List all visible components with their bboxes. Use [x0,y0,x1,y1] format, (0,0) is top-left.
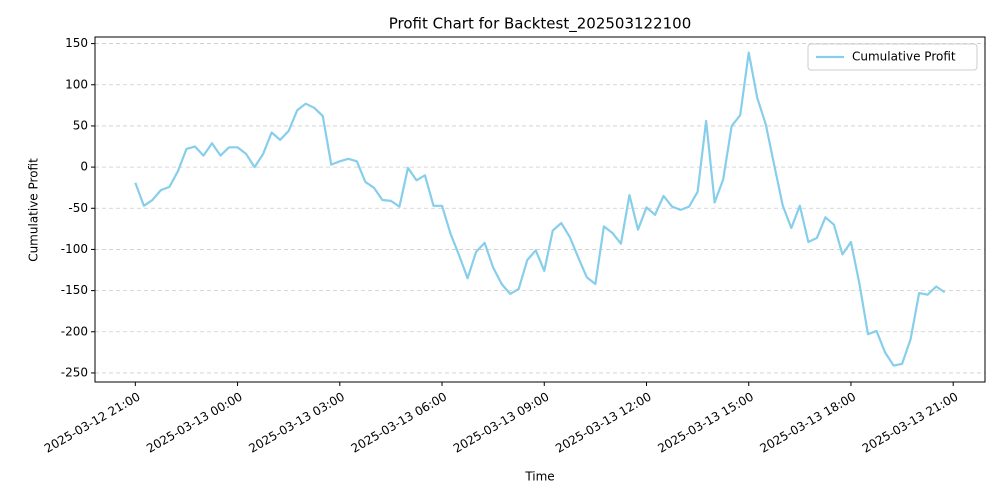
y-tick-label: -200 [61,324,88,338]
y-tick-label: 50 [73,118,88,132]
chart-title: Profit Chart for Backtest_202503122100 [389,15,692,34]
x-tick-label: 2025-03-13 12:00 [553,390,654,456]
x-tick-label: 2025-03-13 09:00 [451,390,552,456]
y-tick-label: -150 [61,283,88,297]
y-tick-label: -50 [68,201,88,215]
y-tick-label: 100 [65,77,88,91]
y-axis-label: Cumulative Profit [27,158,41,262]
x-tick-label: 2025-03-13 03:00 [246,390,347,456]
x-tick-label: 2025-03-13 06:00 [349,390,450,456]
legend-box [807,43,978,71]
y-tick-label: -250 [61,365,88,379]
x-tick-label: 2025-03-13 21:00 [860,390,961,456]
plot-frame [94,36,986,383]
x-tick-label: 2025-03-13 15:00 [655,390,756,456]
line [134,51,946,367]
y-tick-label: 150 [65,36,88,50]
x-tick-label: 2025-03-13 18:00 [758,390,859,456]
x-axis-label: Time [524,470,554,484]
y-tick-label: -100 [61,242,88,256]
x-tick-label: 2025-03-12 21:00 [42,390,143,456]
legend-label: Cumulative Profit [852,50,956,64]
y-tick-label: 0 [80,160,88,174]
x-tick-label: 2025-03-13 00:00 [144,390,245,456]
